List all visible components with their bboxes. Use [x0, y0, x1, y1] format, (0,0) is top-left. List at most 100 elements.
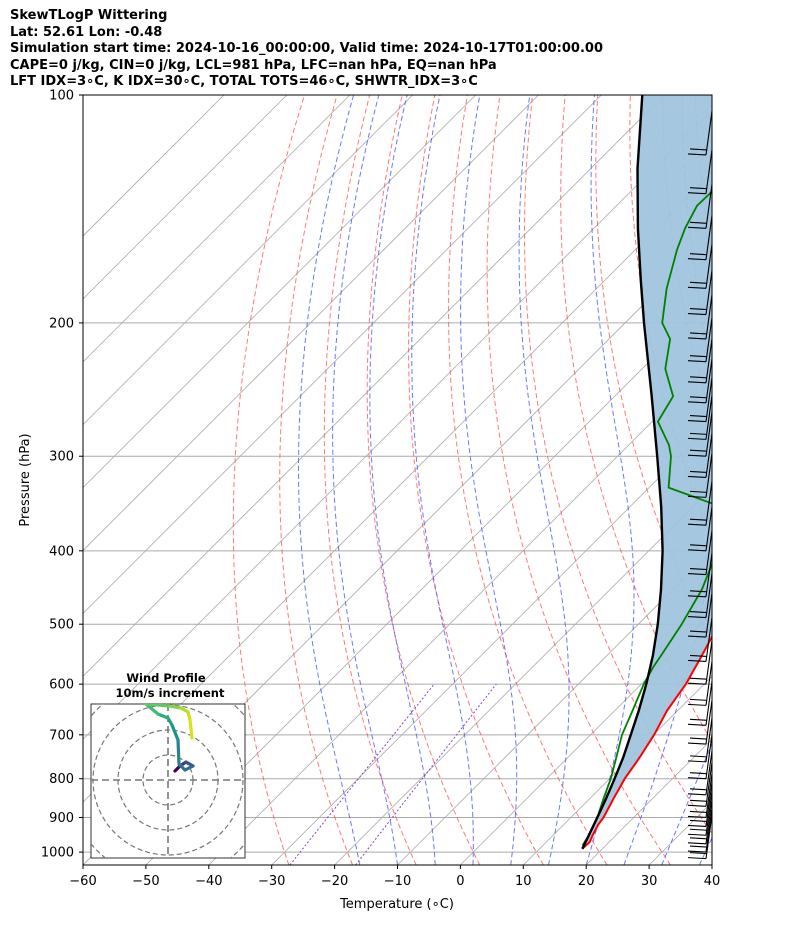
- barb-flag: [689, 332, 708, 335]
- barb-flag: [689, 355, 708, 358]
- wind-barb: [687, 453, 713, 498]
- wind-barb: [687, 799, 713, 845]
- time-line: Simulation start time: 2024-10-16_00:00:…: [10, 41, 603, 56]
- barb-flag: [689, 810, 708, 814]
- dry-adiabat: [728, 95, 794, 865]
- wind-barb: [687, 734, 713, 780]
- x-tick-label: 40: [704, 874, 721, 889]
- barb-flag: [687, 804, 707, 807]
- hodograph-trace: [168, 704, 183, 710]
- y-tick-label: 800: [49, 772, 74, 787]
- barb-flag: [687, 495, 707, 498]
- barb-flag: [687, 760, 707, 763]
- barb-flag: [689, 221, 708, 224]
- barb-flag: [687, 793, 707, 796]
- wind-barb: [687, 358, 713, 404]
- barb-flag: [689, 677, 708, 680]
- isotherm-line: [83, 95, 288, 300]
- wind-barb: [687, 681, 713, 726]
- barb-flag: [687, 659, 707, 663]
- isotherm-line: [145, 298, 712, 865]
- moist-adiabat: [661, 741, 712, 865]
- wind-barb: [687, 481, 713, 526]
- dry-adiabat: [366, 95, 481, 865]
- isotherm-line: [83, 95, 476, 489]
- wind-barb: [687, 640, 713, 685]
- barb-flag: [687, 437, 707, 440]
- y-tick-label: 900: [49, 811, 74, 826]
- wind-barb: [687, 317, 713, 363]
- y-tick-label: 100: [49, 89, 74, 104]
- barb-flag: [687, 815, 707, 819]
- barb-staff: [705, 377, 713, 422]
- chart-title: SkewTLogP Wittering: [10, 8, 168, 23]
- dry-adiabat: [408, 95, 544, 865]
- wind-barb: [687, 294, 713, 340]
- barb-staff: [705, 481, 713, 526]
- wind-barb: [687, 244, 713, 289]
- barb-flag: [687, 833, 707, 836]
- wind-barb: [687, 782, 713, 828]
- axes-layer: −60 −50 −40 −30 −20 −10 0 10 20 30 40 1000 900 800 700…: [41, 89, 720, 890]
- barb-flag: [689, 568, 708, 571]
- wind-barb: [687, 750, 713, 796]
- barb-staff: [705, 700, 713, 745]
- barb-flag: [687, 742, 707, 745]
- barb-flag: [689, 544, 708, 547]
- isotherm-line: [83, 109, 712, 740]
- moist-adiabat: [411, 95, 474, 865]
- barb-staff: [705, 762, 713, 807]
- barb-flag: [689, 449, 708, 452]
- temperature-line: [581, 634, 712, 850]
- barb-flag: [689, 852, 708, 855]
- barb-staff: [705, 149, 713, 194]
- barb-flag: [689, 490, 708, 493]
- barb-staff: [705, 808, 713, 853]
- barb-flag: [687, 286, 707, 289]
- location-line: Lat: 52.61 Lon: -0.48: [10, 24, 163, 40]
- isotherm-line: [271, 424, 712, 865]
- isotherm-line: [83, 95, 602, 614]
- wind-barb: [687, 506, 713, 552]
- barb-flag: [687, 682, 707, 685]
- barb-flag: [689, 828, 708, 831]
- x-tick-label: 30: [641, 874, 658, 889]
- hodograph-trace: [144, 704, 172, 708]
- wind-barb: [687, 215, 713, 261]
- barb-staff: [705, 270, 713, 315]
- wind-barb: [687, 110, 713, 156]
- barb-flag: [689, 308, 708, 311]
- barb-flag: [689, 772, 708, 775]
- barb-staff: [705, 358, 713, 403]
- isotherm-line: [397, 549, 712, 865]
- barb-staff: [705, 734, 713, 779]
- wind-barbs: [687, 110, 713, 860]
- wind-barb: [687, 617, 713, 663]
- barb-staff: [705, 453, 713, 498]
- barb-flag: [687, 454, 707, 457]
- barb-flag: [687, 226, 707, 229]
- barb-staff: [705, 506, 713, 551]
- isotherm-line: [83, 95, 225, 237]
- barb-staff: [705, 782, 713, 827]
- isotherm-line: [83, 95, 539, 552]
- wind-barb: [687, 773, 713, 819]
- dry-adiabat: [595, 95, 712, 645]
- parcel-line: [581, 95, 664, 850]
- barb-flag: [689, 281, 708, 284]
- barb-staff: [705, 244, 713, 289]
- barb-staff: [705, 184, 713, 229]
- dry-adiabat: [448, 95, 608, 865]
- barb-staff: [705, 640, 713, 685]
- barb-flag: [689, 755, 708, 758]
- barb-staff: [705, 791, 713, 836]
- barb-staff: [705, 530, 713, 575]
- x-tick-label: −60: [69, 874, 96, 889]
- barb-flag: [687, 777, 707, 780]
- barb-flag: [689, 187, 708, 190]
- barb-flag: [687, 573, 707, 576]
- barb-staff: [705, 294, 713, 340]
- barb-flag: [687, 381, 707, 384]
- barb-flag: [687, 475, 707, 479]
